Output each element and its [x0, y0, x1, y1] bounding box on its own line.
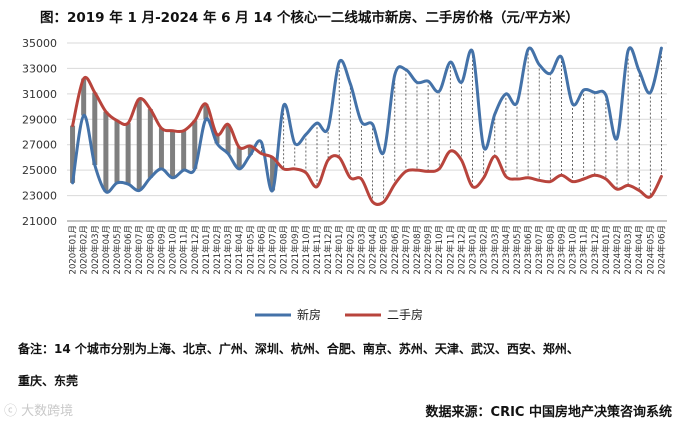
- x-tick-label: 2020年05月: [112, 225, 123, 274]
- note-line-1: 备注：14 个城市分别为上海、北京、广州、深圳、杭州、合肥、南京、苏州、天津、武…: [18, 342, 579, 356]
- legend-item-second-label: 二手房: [387, 307, 423, 322]
- x-tick-label: 2023年07月: [534, 225, 545, 274]
- x-tick-label: 2020年09月: [156, 225, 167, 274]
- data-source: 数据来源：CRIC 中国房地产决策咨询系统: [425, 405, 672, 420]
- high-low-bar: [158, 128, 164, 169]
- high-low-bar: [103, 111, 109, 192]
- high-low-bar: [225, 124, 231, 154]
- x-tick-label: 2022年12月: [456, 225, 467, 274]
- legend: 新房 二手房: [255, 307, 423, 322]
- x-tick-label: 2022年10月: [434, 225, 445, 274]
- x-tick-label: 2020年11月: [179, 225, 190, 274]
- high-low-bar: [92, 92, 98, 166]
- y-tick-label: 33000: [22, 62, 57, 75]
- x-tick-label: 2023年04月: [501, 225, 512, 274]
- y-tick-label: 31000: [22, 88, 57, 101]
- x-tick-label: 2024年04月: [634, 225, 645, 274]
- legend-item-new-label: 新房: [297, 307, 321, 322]
- x-tick-label: 2023年11月: [579, 225, 590, 274]
- x-tick-label: 2020年03月: [90, 225, 101, 274]
- y-tick-label: 21000: [22, 215, 57, 228]
- x-tick-label: 2023年03月: [490, 225, 501, 274]
- high-low-bar: [125, 123, 131, 185]
- x-tick-label: 2021年11月: [312, 225, 323, 274]
- x-tick-label: 2021年02月: [212, 225, 223, 274]
- x-tick-label: 2022年07月: [401, 225, 412, 274]
- x-tick-label: 2020年10月: [168, 225, 179, 274]
- x-tick-label: 2023年02月: [479, 225, 490, 274]
- high-low-bar: [214, 134, 220, 144]
- chart-title: 图：2019 年 1 月-2024 年 6 月 14 个核心一二线城市新房、二手…: [40, 10, 579, 26]
- high-low-bar: [181, 130, 187, 171]
- watermark-text: 大数跨境: [21, 404, 74, 419]
- x-tick-label: 2020年07月: [134, 225, 145, 274]
- x-tick-label: 2020年04月: [101, 225, 112, 274]
- x-tick-label: 2022年11月: [445, 225, 456, 274]
- x-tick-label: 2023年12月: [590, 225, 601, 274]
- x-tick-label: 2020年01月: [68, 225, 79, 274]
- y-tick-label: 25000: [22, 164, 57, 177]
- x-tick-label: 2023年01月: [468, 225, 479, 274]
- series-lines: [71, 46, 663, 206]
- x-tick-label: 2021年10月: [301, 225, 312, 274]
- high-low-lines: [70, 48, 662, 202]
- x-tick-label: 2022年02月: [345, 225, 356, 274]
- x-tick-label: 2022年06月: [390, 225, 401, 274]
- x-tick-label: 2021年01月: [201, 225, 212, 274]
- x-tick-label: 2021年08月: [279, 225, 290, 274]
- x-tick-label: 2022年08月: [412, 225, 423, 274]
- high-low-bar: [236, 147, 242, 169]
- y-tick-label: 29000: [22, 113, 57, 126]
- x-tick-label: 2021年04月: [234, 225, 245, 274]
- x-tick-label: 2024年02月: [612, 225, 623, 274]
- series-line-second: [71, 75, 663, 206]
- x-tick-label: 2022年05月: [379, 225, 390, 274]
- x-tick-label: 2021年03月: [223, 225, 234, 274]
- y-tick-labels: 21000 23000 25000 27000 29000 31000 33000 35000: [22, 37, 57, 228]
- x-tick-label: 2020年08月: [145, 225, 156, 274]
- x-tick-label: 2022年09月: [423, 225, 434, 274]
- high-low-bar: [170, 130, 176, 178]
- high-low-bar: [147, 109, 153, 178]
- high-low-bar: [270, 157, 276, 191]
- x-tick-labels: 2020年01月 2020年02月 2020年03月 2020年04月 2020年05月…: [68, 225, 668, 274]
- x-tick-label: 2022年01月: [334, 225, 345, 274]
- high-low-bar: [136, 98, 142, 191]
- x-tick-label: 2020年12月: [190, 225, 201, 274]
- x-tick-label: 2024年06月: [656, 225, 667, 274]
- x-tick-label: 2024年03月: [623, 225, 634, 274]
- y-tick-label: 27000: [22, 139, 57, 152]
- x-tick-label: 2021年09月: [290, 225, 301, 274]
- series-line-new: [71, 46, 663, 194]
- high-low-bar: [81, 78, 87, 116]
- grid-lines: [67, 42, 667, 222]
- x-tick-label: 2023年09月: [556, 225, 567, 274]
- high-low-bar: [114, 120, 120, 183]
- price-chart: 21000 23000 25000 27000 29000 31000 33000 35000…: [22, 37, 668, 322]
- x-tick-label: 2023年06月: [523, 225, 534, 274]
- high-low-bar: [70, 125, 76, 183]
- x-tick-label: 2024年05月: [645, 225, 656, 274]
- x-tick-label: 2022年04月: [368, 225, 379, 274]
- x-tick-label: 2022年03月: [356, 225, 367, 274]
- note-line-2: 重庆、东莞: [18, 374, 79, 388]
- high-low-bar: [203, 104, 209, 120]
- y-tick-label: 35000: [22, 37, 57, 50]
- watermark-logo: ⓒ 大数跨境: [4, 404, 74, 419]
- high-low-bar: [247, 145, 253, 155]
- x-tick-label: 2021年05月: [245, 225, 256, 274]
- x-tick-label: 2021年12月: [323, 225, 334, 274]
- x-tick-label: 2023年10月: [568, 225, 579, 274]
- x-tick-label: 2021年07月: [268, 225, 279, 274]
- y-tick-label: 23000: [22, 190, 57, 203]
- high-low-bar: [192, 120, 198, 169]
- x-tick-label: 2024年01月: [601, 225, 612, 274]
- x-tick-label: 2023年08月: [545, 225, 556, 274]
- x-tick-label: 2023年05月: [512, 225, 523, 274]
- x-tick-label: 2021年06月: [256, 225, 267, 274]
- x-tick-label: 2020年02月: [79, 225, 90, 274]
- x-tick-label: 2020年06月: [123, 225, 134, 274]
